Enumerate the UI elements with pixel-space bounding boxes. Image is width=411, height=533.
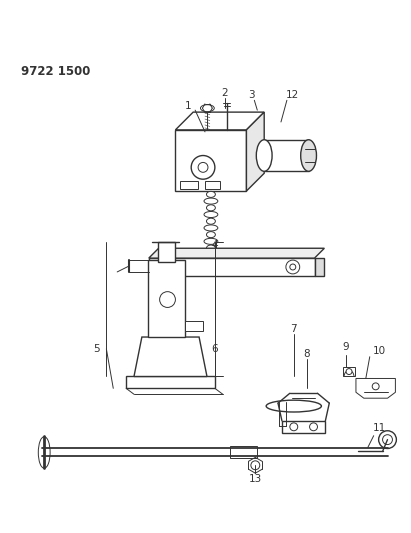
Circle shape [309, 423, 317, 431]
Bar [205, 181, 220, 189]
Bar [148, 260, 185, 337]
Circle shape [286, 260, 300, 274]
Bar [230, 446, 257, 458]
Ellipse shape [266, 400, 321, 412]
Bar [126, 376, 215, 389]
Ellipse shape [256, 140, 272, 171]
Bar [314, 258, 324, 276]
Text: 11: 11 [373, 423, 386, 433]
Circle shape [372, 383, 379, 390]
Circle shape [198, 163, 208, 172]
Ellipse shape [201, 104, 214, 111]
Bar [180, 181, 198, 189]
Ellipse shape [206, 218, 215, 224]
Ellipse shape [204, 225, 218, 231]
Text: 2: 2 [222, 88, 228, 99]
Bar [282, 421, 326, 433]
Text: 3: 3 [248, 91, 255, 100]
Ellipse shape [301, 140, 316, 171]
Ellipse shape [204, 212, 218, 217]
Ellipse shape [204, 198, 218, 204]
Ellipse shape [206, 232, 215, 238]
Bar [149, 258, 314, 276]
Text: 6: 6 [212, 344, 218, 354]
Bar [175, 130, 247, 191]
Polygon shape [175, 112, 264, 130]
Bar [158, 243, 175, 262]
Bar [343, 367, 355, 376]
Ellipse shape [204, 238, 218, 244]
Polygon shape [247, 112, 264, 191]
Ellipse shape [38, 437, 50, 468]
Bar [264, 140, 309, 171]
Text: 8: 8 [303, 349, 310, 359]
Circle shape [191, 156, 215, 179]
Polygon shape [149, 248, 324, 258]
Text: 9: 9 [343, 342, 349, 352]
Polygon shape [134, 337, 207, 376]
Ellipse shape [379, 431, 396, 448]
Ellipse shape [206, 205, 215, 211]
Text: 7: 7 [291, 324, 297, 334]
Ellipse shape [383, 435, 393, 445]
Ellipse shape [206, 245, 215, 251]
Circle shape [346, 369, 352, 375]
Text: 10: 10 [373, 346, 386, 356]
Circle shape [290, 423, 298, 431]
Polygon shape [356, 378, 395, 398]
Circle shape [159, 292, 175, 308]
Text: 13: 13 [249, 474, 262, 484]
Bar [185, 321, 203, 331]
Circle shape [251, 461, 260, 470]
Text: 12: 12 [286, 91, 300, 100]
Text: 4: 4 [212, 240, 218, 251]
Text: 5: 5 [93, 344, 100, 354]
Text: 1: 1 [185, 101, 192, 111]
Ellipse shape [206, 191, 215, 197]
Ellipse shape [204, 252, 218, 258]
Text: 9722 1500: 9722 1500 [21, 65, 90, 78]
Circle shape [290, 264, 296, 270]
